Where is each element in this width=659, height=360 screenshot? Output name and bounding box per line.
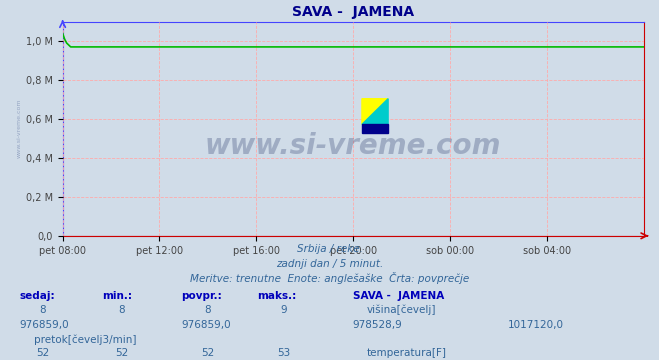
Polygon shape — [362, 99, 388, 125]
Text: SAVA -  JAMENA: SAVA - JAMENA — [353, 291, 444, 301]
Text: maks.:: maks.: — [257, 291, 297, 301]
Text: 976859,0: 976859,0 — [181, 320, 231, 330]
Title: SAVA -  JAMENA: SAVA - JAMENA — [292, 5, 415, 19]
Text: sedaj:: sedaj: — [20, 291, 55, 301]
Text: višina[čevelj]: višina[čevelj] — [367, 305, 436, 315]
Text: zadnji dan / 5 minut.: zadnji dan / 5 minut. — [276, 260, 383, 270]
Text: 52: 52 — [36, 348, 49, 359]
Text: 8: 8 — [204, 305, 211, 315]
Polygon shape — [362, 99, 388, 125]
Text: 9: 9 — [280, 305, 287, 315]
Text: temperatura[F]: temperatura[F] — [367, 348, 447, 359]
Bar — [362, 125, 388, 134]
Text: 53: 53 — [277, 348, 290, 359]
Text: 1017120,0: 1017120,0 — [507, 320, 563, 330]
Text: min.:: min.: — [102, 291, 132, 301]
Text: 52: 52 — [115, 348, 129, 359]
Text: povpr.:: povpr.: — [181, 291, 222, 301]
Text: Srbija / reke.: Srbija / reke. — [297, 244, 362, 254]
Text: 8: 8 — [40, 305, 46, 315]
Text: 52: 52 — [201, 348, 214, 359]
Text: www.si-vreme.com: www.si-vreme.com — [205, 132, 501, 160]
Text: 976859,0: 976859,0 — [20, 320, 69, 330]
Text: www.si-vreme.com: www.si-vreme.com — [16, 99, 22, 158]
Text: 8: 8 — [119, 305, 125, 315]
Text: 978528,9: 978528,9 — [353, 320, 402, 330]
Text: pretok[čevelj3/min]: pretok[čevelj3/min] — [34, 334, 137, 345]
Text: Meritve: trenutne  Enote: anglešaške  Črta: povprečje: Meritve: trenutne Enote: anglešaške Črta… — [190, 272, 469, 284]
